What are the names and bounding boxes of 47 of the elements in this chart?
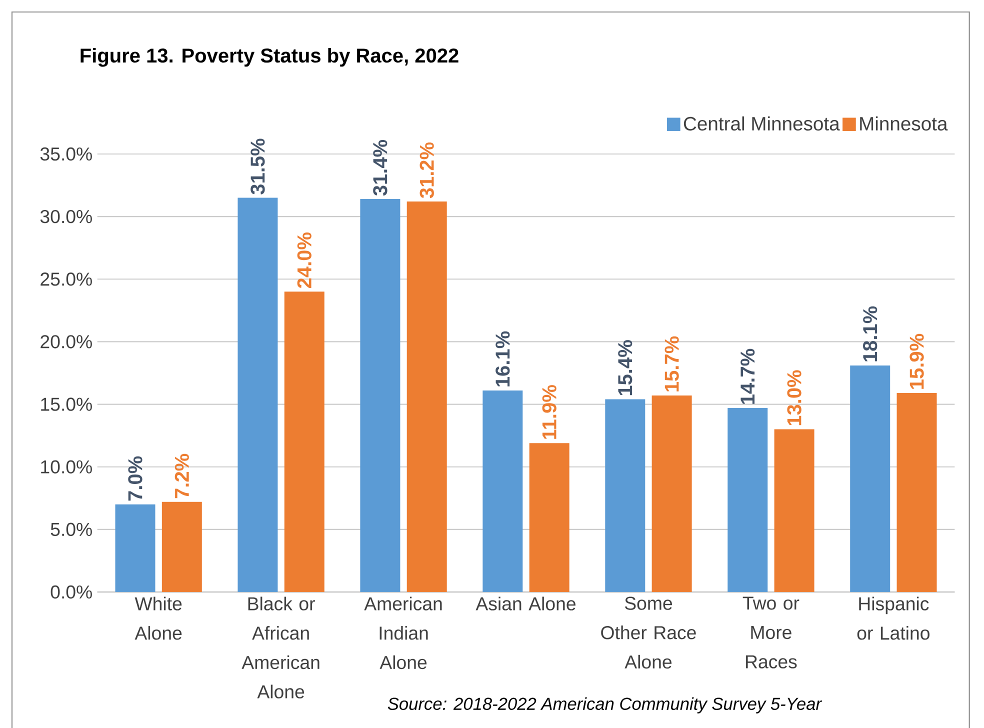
data-label: 16.1% (496, 331, 510, 386)
data-label: 15.4% (618, 340, 632, 396)
x-tick-label: Two or More Races (742, 596, 800, 668)
legend-label: Central Minnesota (684, 116, 840, 131)
data-label: 13.0% (787, 370, 802, 426)
legend-label: Minnesota (860, 116, 948, 131)
y-tick-label: 15.0% (41, 398, 92, 411)
bar (406, 202, 447, 592)
bar (728, 408, 768, 592)
x-tick-label: Some Other Race Alone (601, 596, 696, 669)
y-tick-label: 10.0% (41, 460, 92, 474)
data-label: 24.0% (297, 232, 312, 288)
data-label: 31.5% (250, 138, 265, 194)
y-tick-label: 35.0% (40, 147, 92, 161)
bar (238, 198, 278, 592)
chart-title: Figure 13. Poverty Status by Race, 2022 (80, 48, 458, 67)
y-tick-label: 5.0% (50, 522, 92, 536)
data-label: 7.0% (128, 456, 142, 501)
y-tick-label: 20.0% (40, 335, 92, 348)
source-note: Source: 2018-2022 American Community Survey 5-Year (388, 697, 822, 714)
x-tick-label: Asian Alone (476, 596, 576, 610)
bar (162, 502, 202, 592)
bar (482, 390, 523, 592)
data-label: 11.9% (542, 385, 556, 439)
bar (529, 443, 570, 592)
bar (605, 399, 646, 592)
bar (360, 199, 400, 592)
data-label: 18.1% (863, 306, 878, 362)
data-label: 7.2% (174, 454, 189, 498)
y-tick-label: 25.0% (40, 272, 92, 286)
bar (284, 292, 324, 592)
x-tick-label: Black or African American Alone (242, 596, 320, 698)
x-tick-label: Hispanic or Latino (857, 596, 930, 640)
bar (896, 393, 937, 592)
bar (850, 365, 890, 592)
data-label: 15.7% (664, 336, 679, 392)
y-tick-label: 0.0% (50, 585, 92, 599)
x-tick-label: White Alone (134, 596, 182, 640)
bar (652, 396, 692, 592)
bar (115, 504, 156, 592)
data-label: 15.9% (910, 334, 924, 389)
y-tick-label: 30.0% (40, 210, 92, 224)
data-label: 31.2% (420, 142, 434, 198)
data-label: 14.7% (740, 348, 755, 404)
data-label: 31.4% (373, 140, 388, 196)
bar (774, 429, 814, 592)
x-tick-label: American Indian Alone (364, 596, 442, 670)
